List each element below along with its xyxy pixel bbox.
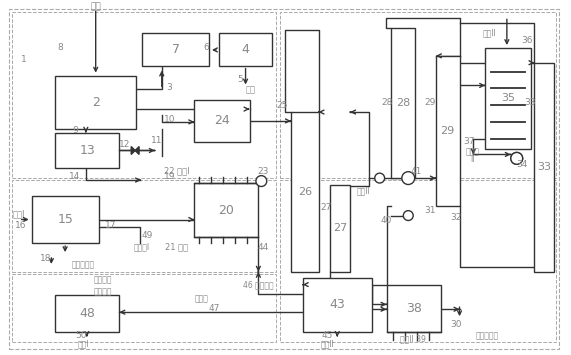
Bar	[534, 63, 554, 272]
Text: 排水II: 排水II	[320, 339, 334, 348]
Circle shape	[402, 172, 415, 185]
Text: 36: 36	[521, 36, 532, 45]
Bar	[436, 56, 460, 206]
Text: 燃水煤泥: 燃水煤泥	[93, 287, 112, 296]
Text: 26: 26	[297, 187, 312, 197]
Text: 4: 4	[242, 43, 250, 56]
Circle shape	[511, 152, 522, 164]
Bar	[280, 12, 556, 178]
Bar	[303, 278, 372, 332]
Text: 23: 23	[258, 167, 269, 176]
Text: 鼓风II: 鼓风II	[357, 186, 371, 195]
Text: 9: 9	[72, 126, 78, 135]
Text: 10: 10	[164, 115, 175, 125]
Text: 50: 50	[75, 331, 87, 340]
Circle shape	[403, 211, 413, 220]
Text: 20: 20	[218, 204, 234, 217]
Text: 24: 24	[214, 114, 230, 127]
Text: 空气II 39: 空气II 39	[400, 334, 426, 343]
Polygon shape	[135, 147, 139, 154]
Text: 14: 14	[69, 171, 81, 181]
Bar	[392, 28, 415, 178]
Text: 28: 28	[396, 98, 411, 108]
Text: 18: 18	[39, 255, 51, 263]
Circle shape	[511, 152, 522, 164]
Text: 33: 33	[537, 162, 552, 172]
Text: 2: 2	[92, 96, 99, 109]
Text: 46 不凝结气: 46 不凝结气	[243, 280, 274, 289]
Text: 燃料水I: 燃料水I	[134, 242, 150, 252]
Text: 粗煤粉煤度: 粗煤粉煤度	[476, 331, 498, 340]
Text: 41: 41	[411, 167, 422, 176]
Text: 27: 27	[333, 223, 347, 233]
Text: 31: 31	[424, 206, 436, 215]
Circle shape	[256, 176, 267, 186]
Text: 43: 43	[329, 298, 345, 311]
Text: 1: 1	[21, 55, 27, 64]
Text: 7: 7	[171, 43, 179, 56]
Text: 17: 17	[104, 221, 116, 230]
Text: 3: 3	[167, 83, 172, 92]
Text: 35: 35	[501, 93, 515, 103]
Text: 热水煤泥: 热水煤泥	[93, 275, 112, 284]
Text: 混煤泥: 混煤泥	[194, 294, 208, 303]
Bar	[387, 285, 441, 332]
Bar	[31, 196, 99, 243]
Text: 5: 5	[238, 75, 243, 84]
Bar	[194, 183, 259, 237]
Polygon shape	[131, 147, 135, 154]
Text: 47: 47	[208, 304, 220, 313]
Bar	[55, 295, 119, 332]
Bar	[142, 33, 209, 66]
Bar	[291, 112, 319, 272]
Text: II: II	[470, 155, 475, 164]
Text: 33: 33	[524, 98, 535, 107]
Bar	[331, 185, 350, 272]
Circle shape	[375, 173, 385, 183]
Bar	[12, 180, 276, 272]
Text: 蒸汽II: 蒸汽II	[482, 29, 496, 38]
Text: 21 空气: 21 空气	[165, 242, 188, 252]
Text: 重水I: 重水I	[77, 339, 89, 348]
Bar	[12, 274, 276, 342]
Text: 6: 6	[203, 43, 209, 53]
Bar	[55, 133, 119, 168]
Text: 矸石: 矸石	[246, 85, 255, 94]
Text: 28: 28	[381, 98, 392, 107]
Bar	[219, 33, 272, 66]
Bar	[194, 100, 250, 142]
Text: 29: 29	[424, 98, 436, 107]
Text: 38: 38	[406, 302, 421, 315]
Text: 13: 13	[79, 144, 95, 157]
Text: 15: 15	[57, 213, 73, 226]
Text: 11: 11	[151, 136, 163, 145]
Text: 16: 16	[15, 221, 26, 230]
Text: 37: 37	[464, 137, 475, 146]
Text: 25: 25	[276, 100, 288, 110]
Text: 原煤: 原煤	[90, 2, 101, 11]
Bar	[280, 180, 556, 342]
Text: 29: 29	[441, 126, 455, 136]
Bar	[12, 12, 276, 178]
Text: 19: 19	[164, 171, 175, 181]
Text: 凝结水: 凝结水	[465, 147, 479, 156]
Text: 22 鼓风I: 22 鼓风I	[164, 167, 190, 176]
Text: 34: 34	[516, 160, 528, 169]
Text: 蒸汽I: 蒸汽I	[13, 209, 25, 218]
Text: 49: 49	[141, 231, 152, 240]
Text: 8: 8	[57, 43, 63, 53]
Bar	[485, 48, 530, 148]
Text: 45: 45	[321, 331, 333, 340]
Text: 48: 48	[79, 307, 95, 320]
Text: 12: 12	[119, 140, 130, 149]
Text: 40: 40	[381, 216, 392, 225]
Text: 32: 32	[450, 213, 461, 222]
Text: 细煤粉煤度: 细煤粉煤度	[71, 260, 94, 269]
Text: 27: 27	[321, 203, 332, 212]
Text: 44: 44	[258, 242, 269, 252]
Bar	[55, 76, 136, 129]
Text: 30: 30	[450, 320, 461, 328]
